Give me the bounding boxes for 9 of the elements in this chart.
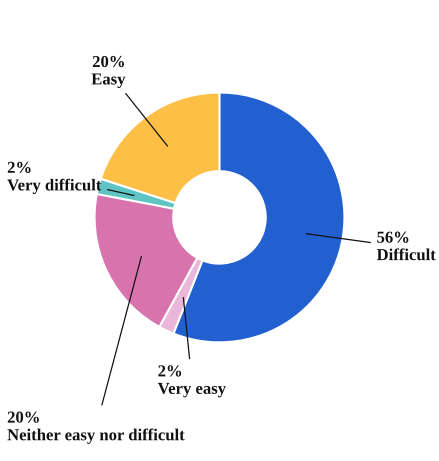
slice-label: Easy <box>92 74 126 88</box>
data-label: 2% <box>8 162 31 173</box>
slice-label: Very easy <box>158 382 226 398</box>
data-label: 20% <box>92 56 124 68</box>
data-label: 20% <box>8 412 39 423</box>
data-label: 2% <box>158 365 182 377</box>
slice-label: Difficult <box>376 248 436 260</box>
slice-label: Neither easy nor difficult <box>7 428 185 444</box>
data-label: 56% <box>377 232 408 243</box>
